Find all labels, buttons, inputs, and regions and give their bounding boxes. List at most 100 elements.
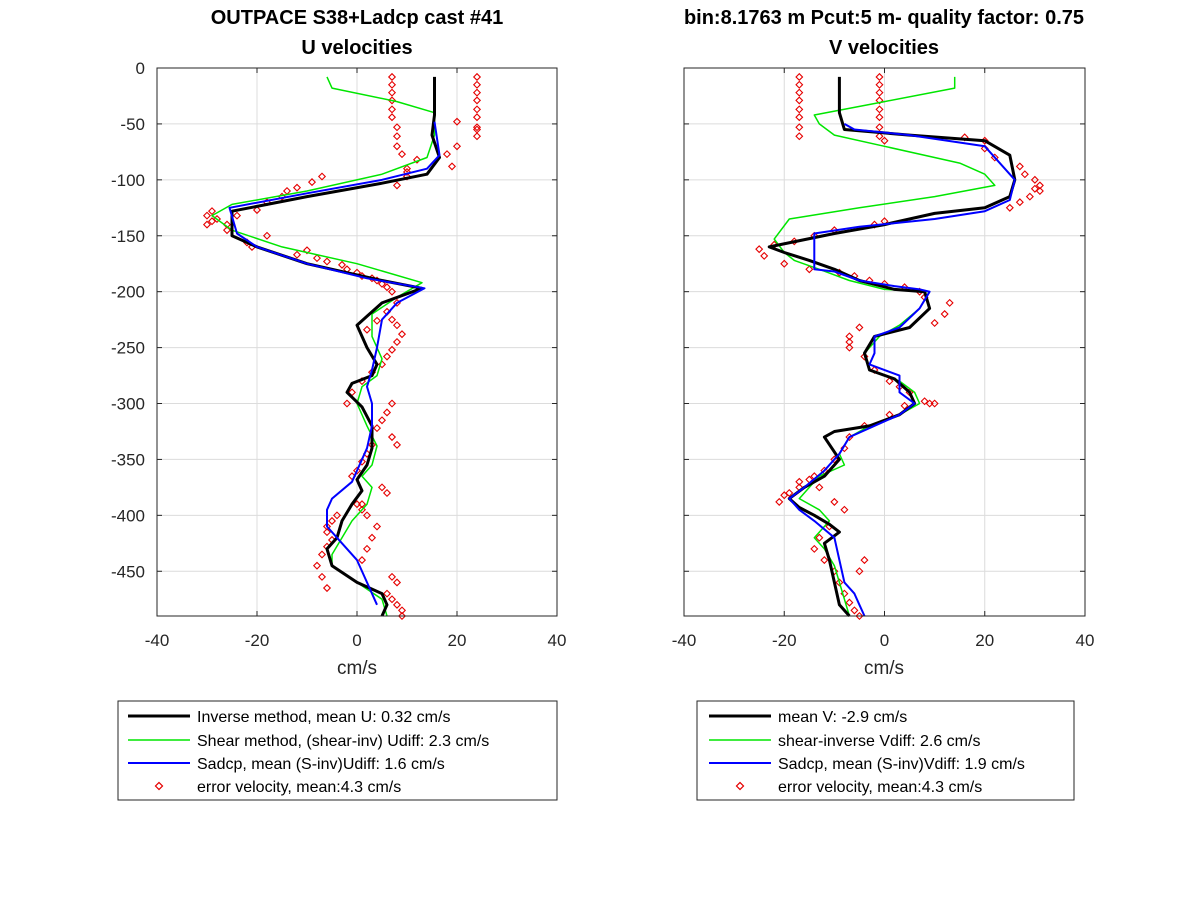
- u-velocity-panel: OUTPACE S38+Ladcp cast #41 U velocities …: [111, 7, 567, 801]
- u-error-velocity-point: [382, 488, 392, 498]
- u-x-tick-label: 40: [548, 631, 567, 650]
- v-error-velocity-point: [840, 505, 849, 514]
- v-error-velocity-point: [815, 483, 824, 492]
- v-legend: mean V: -2.9 cm/s shear-inverse Vdiff: 2…: [696, 700, 1075, 801]
- v-error-velocity-point: [755, 245, 764, 254]
- v-error-velocity-point: [795, 96, 804, 105]
- u-error-velocity-point: [252, 206, 262, 215]
- v-error-velocity-point: [885, 377, 894, 386]
- v-error-velocity-point: [795, 72, 804, 81]
- u-error-velocity-point: [472, 72, 482, 81]
- u-error-velocity-point: [317, 172, 327, 181]
- u-legend-label-sadcp: Sadcp, mean (S-inv)Udiff: 1.6 cm/s: [197, 756, 445, 773]
- v-x-tick-label: 20: [975, 631, 994, 650]
- v-x-tick-labels: -40 -20 0 20 40: [672, 631, 1095, 650]
- u-error-velocity-point: [472, 132, 482, 141]
- v-panel-title: bin:8.1763 m Pcut:5 m- quality factor: 0…: [684, 7, 1084, 29]
- v-error-velocity-point: [1020, 170, 1029, 179]
- v-x-tick-label: -40: [672, 631, 697, 650]
- u-error-velocity-point: [452, 117, 462, 126]
- u-y-tick-label: -450: [111, 562, 145, 581]
- u-error-velocity-point: [397, 606, 407, 615]
- u-error-velocity-point: [387, 345, 397, 354]
- u-error-velocity-point: [382, 589, 392, 598]
- v-error-velocity-point: [795, 113, 804, 122]
- v-error-velocity-point: [780, 259, 789, 268]
- v-error-velocity-point: [795, 477, 804, 486]
- u-legend-box: [117, 700, 558, 801]
- u-error-velocity-point: [202, 211, 212, 220]
- u-error-velocity-point: [357, 556, 367, 565]
- u-error-velocity-point: [392, 440, 402, 449]
- u-series-layer: [202, 72, 482, 621]
- u-x-axis-label: cm/s: [337, 658, 377, 679]
- u-axis-ticks: [156, 67, 558, 616]
- v-error-velocity-point: [880, 136, 889, 145]
- v-error-velocity-point: [835, 578, 844, 587]
- u-y-tick-label: 0: [136, 59, 145, 78]
- v-error-velocity-point: [830, 497, 839, 506]
- v-error-velocity-point: [1015, 198, 1024, 207]
- u-error-velocity-point: [397, 150, 407, 159]
- u-error-velocity-point: [387, 88, 397, 97]
- u-error-velocity-point: [367, 440, 377, 449]
- u-error-velocity-point: [392, 600, 402, 609]
- u-error-velocity-point: [387, 96, 397, 105]
- u-error-velocity-point: [392, 123, 402, 132]
- u-error-velocity-point: [392, 132, 402, 141]
- u-y-tick-labels: 0 -50 -100 -150 -200 -250 -300 -350 -400 -450: [111, 59, 145, 581]
- u-error-velocity-point: [362, 544, 372, 553]
- u-error-velocity-point: [372, 424, 382, 433]
- u-error-velocity-point: [362, 325, 372, 334]
- v-error-velocity-point: [795, 80, 804, 89]
- u-x-tick-label: -20: [245, 631, 270, 650]
- v-error-velocity-point: [795, 105, 804, 114]
- v-x-tick-label: -20: [772, 631, 797, 650]
- v-error-velocity-point: [1035, 181, 1044, 190]
- u-panel-title: OUTPACE S38+Ladcp cast #41: [211, 7, 504, 29]
- v-error-velocity-point: [845, 337, 854, 347]
- u-error-velocity-point: [387, 113, 397, 122]
- u-y-tick-label: -300: [111, 395, 145, 414]
- u-x-tick-label: -40: [145, 631, 170, 650]
- u-error-velocity-point: [292, 250, 302, 259]
- u-legend-label-inverse: Inverse method, mean U: 0.32 cm/s: [197, 709, 450, 726]
- v-error-velocity-point: [875, 105, 884, 114]
- v-x-axis-label: cm/s: [864, 658, 904, 679]
- v-axis-ticks: [683, 67, 1086, 616]
- u-error-velocity-point: [392, 321, 402, 330]
- v-error-velocity-point: [855, 567, 864, 576]
- v-x-tick-label: 0: [880, 631, 889, 650]
- v-error-velocity-point: [850, 606, 859, 615]
- u-error-velocity-point: [382, 352, 392, 361]
- u-error-velocity-point: [357, 500, 367, 509]
- u-error-velocity-point: [202, 220, 212, 229]
- u-y-tick-label: -150: [111, 227, 145, 246]
- u-y-tick-label: -50: [120, 115, 145, 134]
- u-error-velocity-point: [352, 500, 362, 509]
- v-error-velocity-point: [795, 132, 804, 141]
- u-error-velocity-point: [392, 337, 402, 347]
- v-error-velocity-point: [785, 488, 794, 498]
- v-error-velocity-point: [875, 72, 884, 81]
- u-error-velocity-point: [387, 287, 397, 296]
- v-panel-subtitle: V velocities: [829, 37, 939, 59]
- u-error-velocity-point: [372, 522, 382, 531]
- u-y-tick-label: -200: [111, 283, 145, 302]
- u-error-velocity-point: [452, 142, 462, 151]
- u-error-velocity-point: [392, 142, 402, 151]
- v-error-velocity-point: [845, 598, 854, 607]
- u-error-velocity-point: [322, 584, 332, 593]
- u-legend: Inverse method, mean U: 0.32 cm/s Shear …: [117, 700, 558, 801]
- u-error-velocity-point: [232, 211, 242, 220]
- v-error-velocity-point: [845, 332, 854, 341]
- v-error-velocity-point: [815, 533, 824, 542]
- u-error-velocity-point: [387, 433, 397, 442]
- u-sadcp-line: [228, 121, 441, 606]
- v-error-velocity-point: [925, 399, 934, 408]
- u-error-velocity-point: [327, 516, 337, 525]
- u-error-velocity-point: [472, 80, 482, 89]
- v-x-tick-label: 40: [1076, 631, 1095, 650]
- u-error-velocity-point: [312, 561, 322, 570]
